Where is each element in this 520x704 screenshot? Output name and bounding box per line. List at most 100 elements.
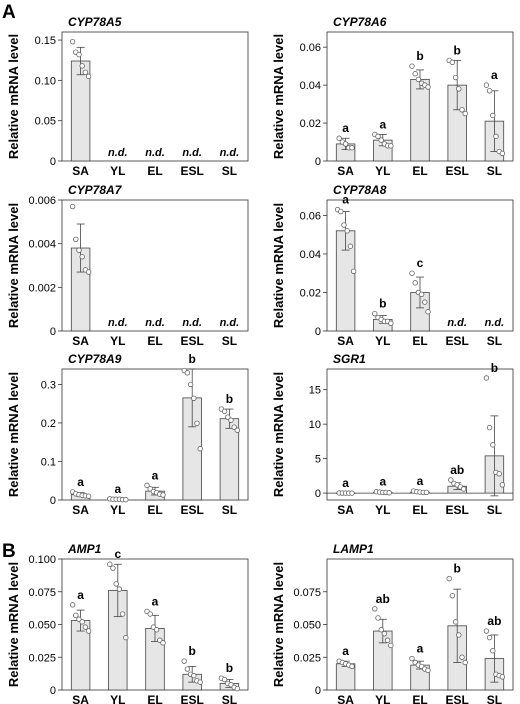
data-point	[449, 59, 456, 66]
data-point	[113, 581, 119, 587]
category-label-SL: SL	[487, 164, 502, 178]
y-axis-label: Relative mRNA level	[271, 562, 286, 687]
significance-letter: a	[342, 193, 349, 207]
data-point	[123, 496, 129, 503]
data-point	[388, 143, 394, 149]
data-point	[69, 38, 76, 45]
significance-letter: ab	[487, 614, 501, 628]
panel-letter-a: A	[2, 2, 16, 23]
data-point	[490, 648, 496, 654]
not-detected-label: n.d.	[108, 317, 128, 329]
category-label-SL: SL	[487, 693, 502, 704]
category-label-SL: SL	[487, 503, 502, 517]
y-tick-label: 0.06	[300, 42, 321, 54]
chart-6: AMP1 Relative mRNA level 0 0.025 0.050 0.075 0…	[6, 542, 249, 704]
y-tick-label: 0.02	[300, 118, 321, 130]
data-point	[452, 619, 459, 625]
category-label-ESL: ESL	[181, 164, 204, 178]
data-point	[197, 679, 203, 685]
significance-letter: ab	[376, 592, 390, 606]
not-detected-label: n.d.	[485, 317, 505, 329]
data-point	[499, 674, 506, 680]
y-tick-label: 0.10	[35, 75, 56, 87]
y-tick-label: 0.100	[28, 554, 56, 566]
category-label-EL: EL	[147, 693, 162, 704]
significance-letter: a	[379, 475, 386, 489]
data-point	[79, 254, 85, 260]
data-point	[228, 417, 234, 423]
y-tick-label: 0.006	[28, 195, 56, 207]
category-label-EL: EL	[147, 164, 162, 178]
y-axis-label: Relative mRNA level	[6, 372, 21, 497]
data-point	[79, 63, 85, 69]
not-detected-label: n.d.	[220, 147, 240, 159]
not-detected-label: n.d.	[145, 147, 165, 159]
significance-letter: a	[152, 468, 159, 482]
data-point	[378, 137, 384, 143]
data-point	[486, 424, 493, 431]
data-point	[187, 381, 194, 388]
y-axis-label: Relative mRNA level	[271, 372, 286, 497]
data-point	[191, 672, 197, 679]
data-point	[375, 615, 381, 621]
category-label-SL: SL	[222, 693, 237, 704]
data-point	[82, 624, 89, 630]
chart-7: LAMP1 Relative mRNA level 0 0.025 0.050 0.075…	[271, 542, 514, 704]
category-label-YL: YL	[110, 693, 125, 704]
category-label-YL: YL	[375, 503, 390, 517]
data-point	[341, 222, 347, 228]
data-point	[425, 667, 431, 674]
data-point	[372, 606, 378, 612]
category-label-SL: SL	[222, 503, 237, 517]
data-point	[425, 84, 431, 90]
data-point	[486, 634, 493, 641]
data-point	[184, 666, 191, 672]
category-label-SA: SA	[72, 693, 89, 704]
significance-letter: b	[491, 361, 498, 375]
data-point	[338, 208, 344, 215]
chart-title: CYP78A9	[68, 352, 122, 366]
data-point	[144, 482, 150, 489]
significance-letter: b	[379, 297, 386, 311]
category-label-SA: SA	[337, 503, 354, 517]
category-label-SL: SL	[222, 164, 237, 178]
category-label-SA: SA	[72, 503, 89, 517]
y-tick-label: 5	[315, 454, 321, 466]
data-point	[197, 446, 203, 452]
data-point	[499, 482, 506, 488]
data-point	[344, 228, 350, 234]
data-point	[85, 493, 92, 499]
category-label-SA: SA	[72, 164, 89, 178]
data-point	[493, 133, 499, 140]
significance-letter: c	[114, 547, 121, 561]
category-label-ESL: ESL	[181, 693, 204, 704]
chart-title: CYP78A6	[333, 15, 387, 29]
data-point	[110, 565, 116, 571]
plot-frame	[326, 368, 514, 501]
significance-letter: a	[77, 588, 84, 602]
significance-letter: a	[379, 117, 386, 131]
chart-4: CYP78A9 Relative mRNA level 0 0.1 0.2 0.3 a SA a…	[6, 352, 249, 517]
data-point	[349, 490, 355, 496]
data-point	[73, 236, 79, 242]
data-point	[386, 490, 392, 496]
data-point	[225, 414, 231, 420]
data-point	[76, 51, 82, 58]
y-tick-label: 0	[50, 326, 56, 338]
data-point	[423, 489, 430, 496]
data-point	[160, 492, 166, 498]
category-label-EL: EL	[412, 693, 427, 704]
data-point	[388, 320, 394, 326]
y-axis-label: Relative mRNA level	[6, 34, 21, 159]
data-point	[73, 612, 79, 619]
y-tick-label: 0.2	[41, 418, 56, 430]
significance-letter: a	[342, 121, 349, 135]
data-point	[181, 658, 187, 664]
y-tick-label: 0	[315, 156, 321, 168]
y-tick-label: 0.05	[35, 116, 56, 128]
not-detected-label: n.d.	[182, 317, 202, 329]
category-label-ESL: ESL	[446, 164, 469, 178]
chart-0: CYP78A5 Relative mRNA level 0 0.05 0.10 0.15 S…	[6, 15, 249, 178]
panel-letter-b: B	[2, 541, 16, 562]
